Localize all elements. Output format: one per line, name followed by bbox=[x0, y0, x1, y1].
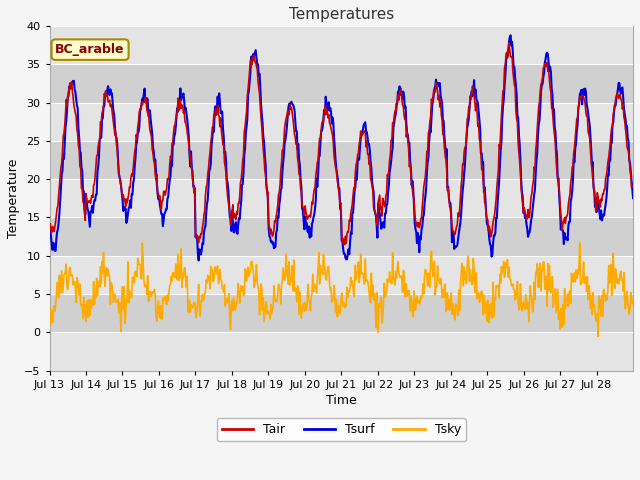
Tair bbox=[221, 164, 229, 169]
Tair bbox=[629, 183, 637, 189]
Tsurf bbox=[222, 158, 230, 164]
Line: Tsky: Tsky bbox=[49, 243, 633, 336]
Tsurf bbox=[273, 228, 281, 233]
Title: Temperatures: Temperatures bbox=[289, 7, 394, 22]
Line: Tair: Tair bbox=[49, 43, 633, 245]
Tair bbox=[435, 93, 443, 98]
Tsky bbox=[402, 285, 410, 290]
Tair bbox=[403, 134, 410, 140]
Tsky bbox=[114, 296, 122, 302]
Tair bbox=[45, 221, 53, 227]
Tair bbox=[250, 53, 258, 59]
Tsky bbox=[435, 276, 442, 282]
Tsurf bbox=[435, 84, 443, 89]
Tsurf bbox=[629, 195, 637, 201]
Bar bbox=[49, 217, 633, 256]
Tsurf bbox=[45, 227, 53, 232]
Bar bbox=[49, 179, 633, 217]
Bar bbox=[49, 332, 633, 371]
X-axis label: Time: Time bbox=[326, 394, 356, 407]
Tair bbox=[114, 160, 122, 166]
Bar bbox=[49, 64, 633, 103]
Bar bbox=[49, 103, 633, 141]
Tsurf bbox=[114, 155, 122, 160]
Tsurf bbox=[195, 258, 202, 264]
Bar bbox=[49, 26, 633, 64]
Legend: Tair, Tsurf, Tsky: Tair, Tsurf, Tsky bbox=[217, 418, 466, 441]
Tsky bbox=[45, 303, 53, 309]
Tsky bbox=[273, 297, 280, 303]
Tair bbox=[273, 213, 280, 219]
Line: Tsurf: Tsurf bbox=[49, 36, 633, 261]
Tsurf bbox=[251, 50, 259, 56]
Bar bbox=[49, 256, 633, 294]
Tsky bbox=[629, 299, 637, 304]
Text: BC_arable: BC_arable bbox=[55, 43, 125, 56]
Y-axis label: Temperature: Temperature bbox=[7, 158, 20, 238]
Tsky bbox=[594, 334, 602, 339]
Bar bbox=[49, 294, 633, 332]
Tair bbox=[341, 242, 349, 248]
Tsurf bbox=[507, 33, 515, 38]
Tair bbox=[505, 40, 513, 46]
Tsky bbox=[250, 285, 258, 290]
Tsky bbox=[221, 303, 229, 309]
Bar bbox=[49, 141, 633, 179]
Tsky bbox=[576, 240, 584, 246]
Tsurf bbox=[403, 120, 410, 126]
